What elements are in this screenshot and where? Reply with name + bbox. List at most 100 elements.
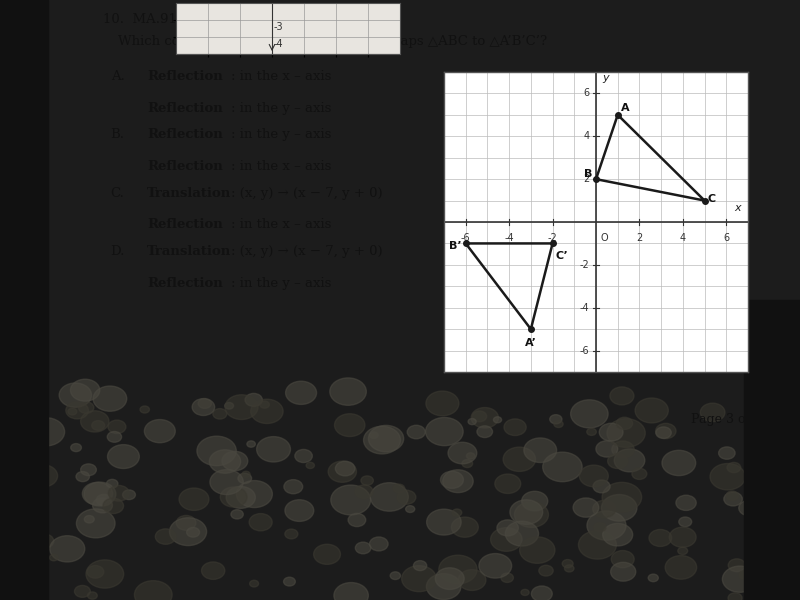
Circle shape (754, 461, 792, 489)
Circle shape (753, 422, 789, 449)
Circle shape (521, 589, 529, 595)
Text: -2: -2 (548, 233, 558, 243)
Circle shape (370, 537, 388, 551)
Text: O: O (600, 233, 608, 243)
Circle shape (106, 479, 118, 488)
Circle shape (134, 581, 172, 600)
Circle shape (155, 529, 176, 544)
Circle shape (210, 450, 241, 473)
Circle shape (286, 381, 317, 404)
Circle shape (66, 402, 89, 419)
Circle shape (426, 509, 461, 535)
Circle shape (192, 398, 214, 416)
Circle shape (50, 554, 58, 561)
Text: : in the x – axis: : in the x – axis (230, 70, 331, 83)
Circle shape (587, 511, 626, 540)
Circle shape (394, 484, 405, 493)
Circle shape (186, 527, 199, 537)
Circle shape (107, 431, 122, 442)
Circle shape (86, 560, 124, 588)
Circle shape (77, 509, 115, 538)
Circle shape (250, 399, 283, 424)
Circle shape (670, 527, 696, 547)
Circle shape (283, 577, 295, 586)
Text: : (x, y) → (x − 7, y + 0): : (x, y) → (x − 7, y + 0) (230, 245, 382, 258)
Text: : in the y – axis: : in the y – axis (230, 128, 331, 142)
Text: Translation: Translation (147, 187, 231, 200)
Circle shape (635, 398, 668, 423)
Circle shape (93, 386, 126, 411)
Text: 2: 2 (636, 233, 642, 243)
Circle shape (231, 509, 243, 519)
Circle shape (774, 470, 800, 496)
Text: 4: 4 (680, 233, 686, 243)
Circle shape (355, 485, 373, 499)
Circle shape (466, 453, 475, 459)
Circle shape (225, 395, 258, 419)
Circle shape (593, 500, 616, 518)
Text: B’: B’ (449, 241, 462, 251)
Circle shape (103, 498, 123, 514)
Circle shape (542, 452, 582, 482)
Circle shape (390, 572, 401, 580)
Text: 6: 6 (583, 88, 590, 98)
Circle shape (477, 426, 493, 437)
Circle shape (369, 425, 404, 452)
Circle shape (614, 449, 645, 472)
Circle shape (249, 514, 272, 531)
Circle shape (520, 537, 555, 563)
Circle shape (25, 518, 34, 526)
Circle shape (334, 414, 365, 437)
Circle shape (602, 482, 642, 512)
Circle shape (678, 547, 688, 554)
Circle shape (602, 523, 633, 546)
Text: Reflection: Reflection (147, 70, 222, 83)
Circle shape (426, 574, 461, 599)
Circle shape (593, 480, 610, 493)
Circle shape (524, 438, 557, 463)
Circle shape (225, 403, 234, 409)
Circle shape (710, 464, 746, 490)
Circle shape (586, 428, 596, 436)
Text: -3: -3 (274, 22, 283, 32)
Circle shape (554, 421, 563, 428)
Text: -4: -4 (504, 233, 514, 243)
Text: : (x, y) → (x − 7, y + 0): : (x, y) → (x − 7, y + 0) (230, 187, 382, 200)
Text: C’: C’ (556, 251, 569, 261)
Circle shape (656, 427, 671, 439)
Text: Reflection: Reflection (147, 218, 222, 231)
Text: Page 3 of 3: Page 3 of 3 (691, 413, 762, 426)
Circle shape (198, 398, 211, 409)
Circle shape (611, 551, 634, 568)
Circle shape (82, 482, 113, 505)
Circle shape (616, 417, 633, 430)
Circle shape (767, 419, 800, 444)
Circle shape (250, 580, 258, 587)
Circle shape (92, 421, 105, 430)
Circle shape (785, 443, 800, 463)
Circle shape (462, 460, 473, 467)
Circle shape (370, 432, 378, 439)
Text: D.: D. (110, 245, 125, 258)
Text: Which composition of two rigid motions maps △ABC to △A’B’C’?: Which composition of two rigid motions m… (118, 35, 547, 48)
Circle shape (260, 401, 270, 408)
Circle shape (562, 560, 573, 568)
Circle shape (247, 441, 255, 447)
Circle shape (789, 409, 800, 422)
Circle shape (494, 417, 502, 423)
Circle shape (285, 500, 314, 521)
Circle shape (607, 419, 646, 448)
Circle shape (479, 554, 512, 578)
Circle shape (81, 411, 109, 432)
Circle shape (295, 449, 312, 463)
Circle shape (578, 530, 617, 559)
Text: 4: 4 (583, 131, 590, 141)
Circle shape (2, 569, 34, 593)
Circle shape (471, 407, 498, 428)
Circle shape (144, 419, 175, 443)
Circle shape (87, 592, 98, 599)
Circle shape (538, 565, 553, 576)
Text: -4: -4 (274, 38, 283, 49)
Circle shape (213, 409, 227, 419)
Circle shape (306, 462, 314, 469)
